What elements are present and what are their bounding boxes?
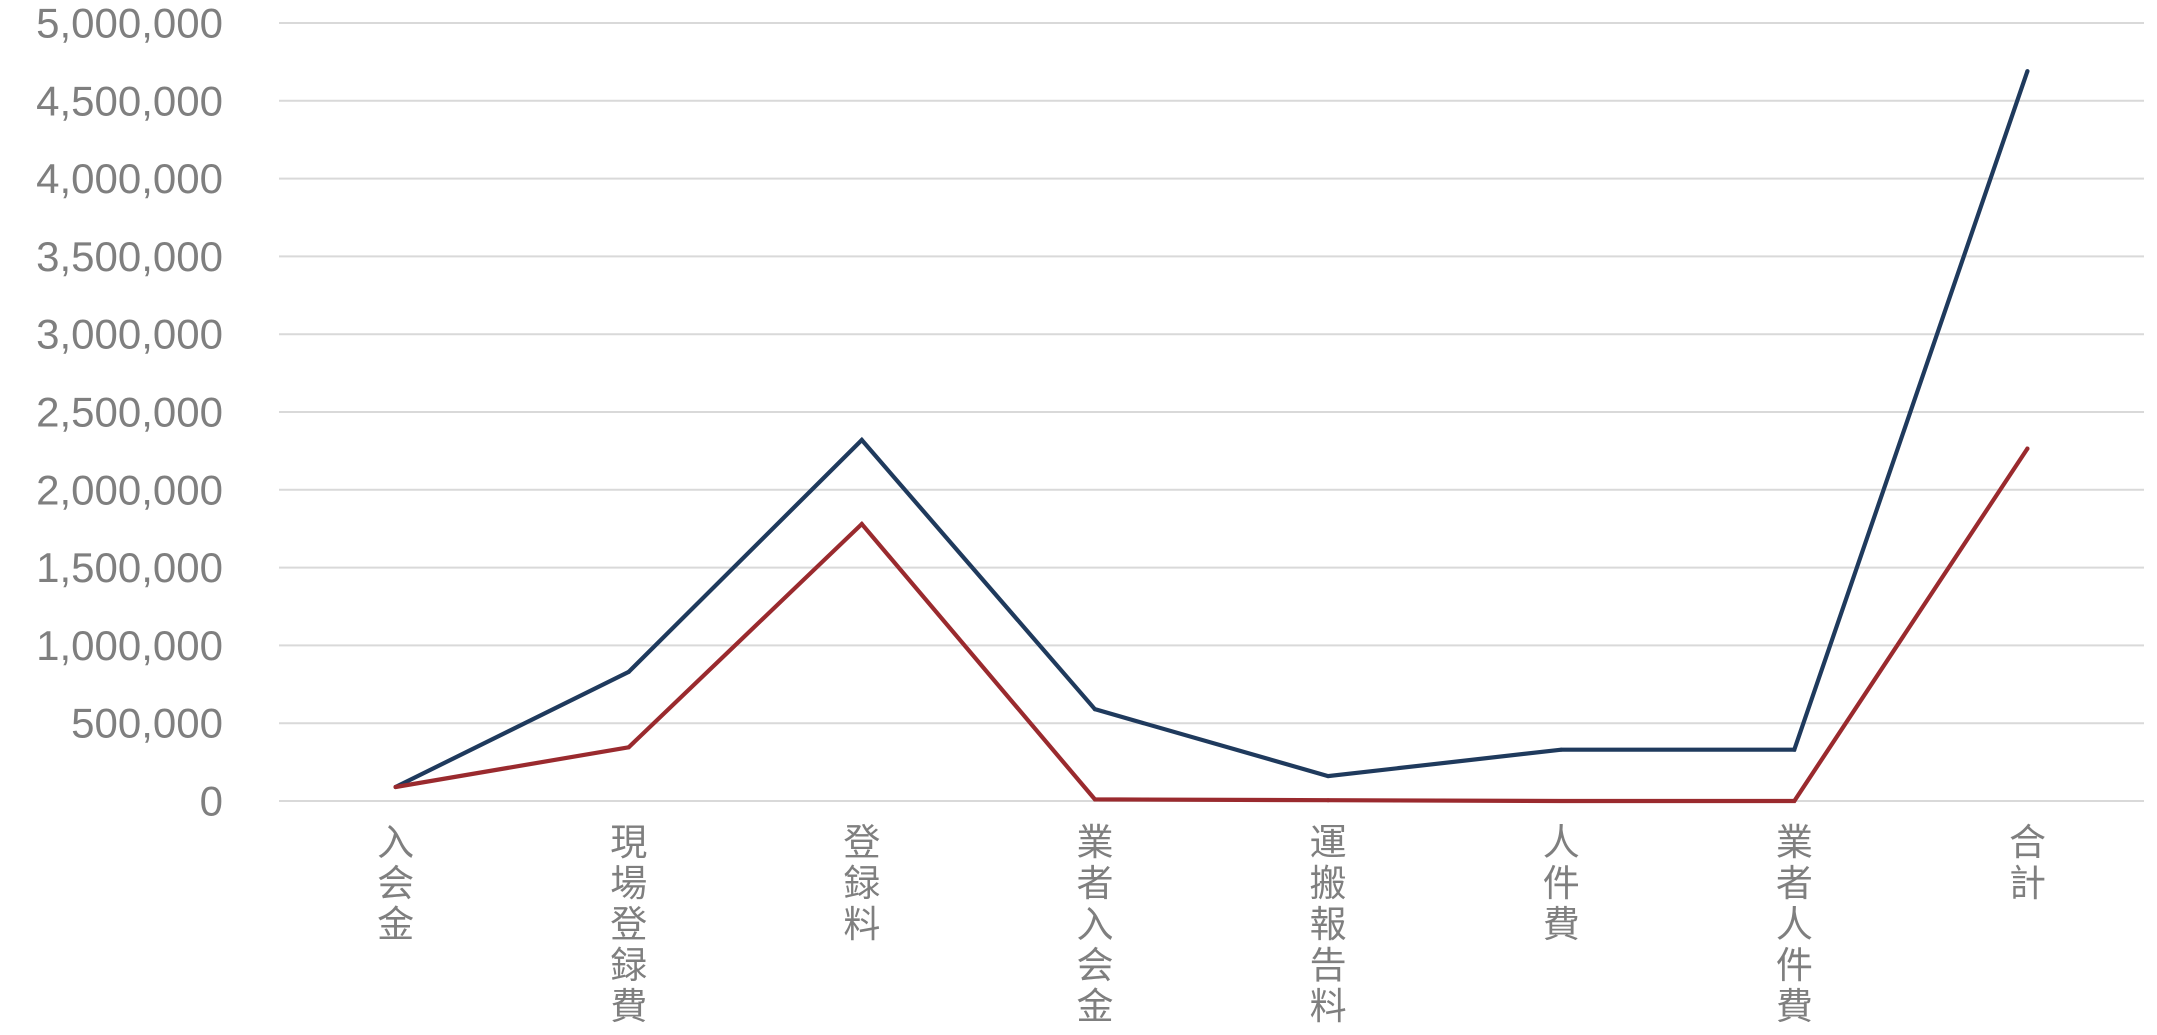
y-tick-label: 500,000	[71, 700, 223, 747]
x-tick-label: 業者入会金	[1076, 821, 1114, 1028]
y-tick-label: 4,500,000	[36, 77, 223, 124]
series-2-data-point	[1559, 799, 1564, 803]
series-2-data-point	[2025, 446, 2030, 451]
y-tick-label: 5,000,000	[36, 0, 223, 47]
x-tick-label: 現場登録費	[610, 821, 648, 1028]
y-tick-label: 3,000,000	[36, 311, 223, 358]
series-lines	[393, 69, 2030, 804]
x-tick-label: 運搬報告料	[1309, 821, 1347, 1028]
series-2-data-point	[1092, 797, 1097, 802]
series-2-data-point	[1792, 799, 1797, 803]
x-tick-label: 入会金	[377, 821, 415, 946]
x-tick-label: 合計	[2008, 821, 2046, 905]
y-axis-tick-labels: 0 500,000 1,000,000 1,500,000 2,000,000 2,500…	[36, 0, 223, 825]
series-1-data-point	[859, 438, 864, 442]
y-tick-label: 3,500,000	[36, 233, 223, 280]
y-tick-label: 2,500,000	[36, 389, 223, 436]
x-tick-label: 登録料	[843, 821, 881, 946]
series-2-data-point	[626, 745, 631, 750]
series-2-data-point	[1326, 798, 1331, 803]
gridlines	[279, 22, 2144, 802]
y-tick-label: 4,000,000	[36, 155, 223, 202]
x-tick-label: 人件費	[1542, 821, 1580, 946]
series-2-data-point	[393, 785, 398, 789]
series-line-2	[393, 446, 2030, 804]
series-2-data-point	[859, 522, 864, 526]
series-1-data-point	[626, 669, 631, 674]
series-1-data-point	[1326, 774, 1331, 779]
y-tick-label: 2,000,000	[36, 466, 223, 513]
x-tick-label: 業者人件費	[1775, 821, 1813, 1028]
series-1-data-point	[1792, 747, 1797, 752]
series-1-data-point	[2025, 69, 2030, 74]
y-tick-label: 0	[200, 778, 223, 825]
series-1-data-point	[1559, 747, 1564, 752]
series-line-1	[393, 69, 2030, 790]
y-tick-label: 1,500,000	[36, 544, 223, 591]
y-tick-label: 1,000,000	[36, 622, 223, 669]
series-1-data-point	[1092, 707, 1097, 712]
